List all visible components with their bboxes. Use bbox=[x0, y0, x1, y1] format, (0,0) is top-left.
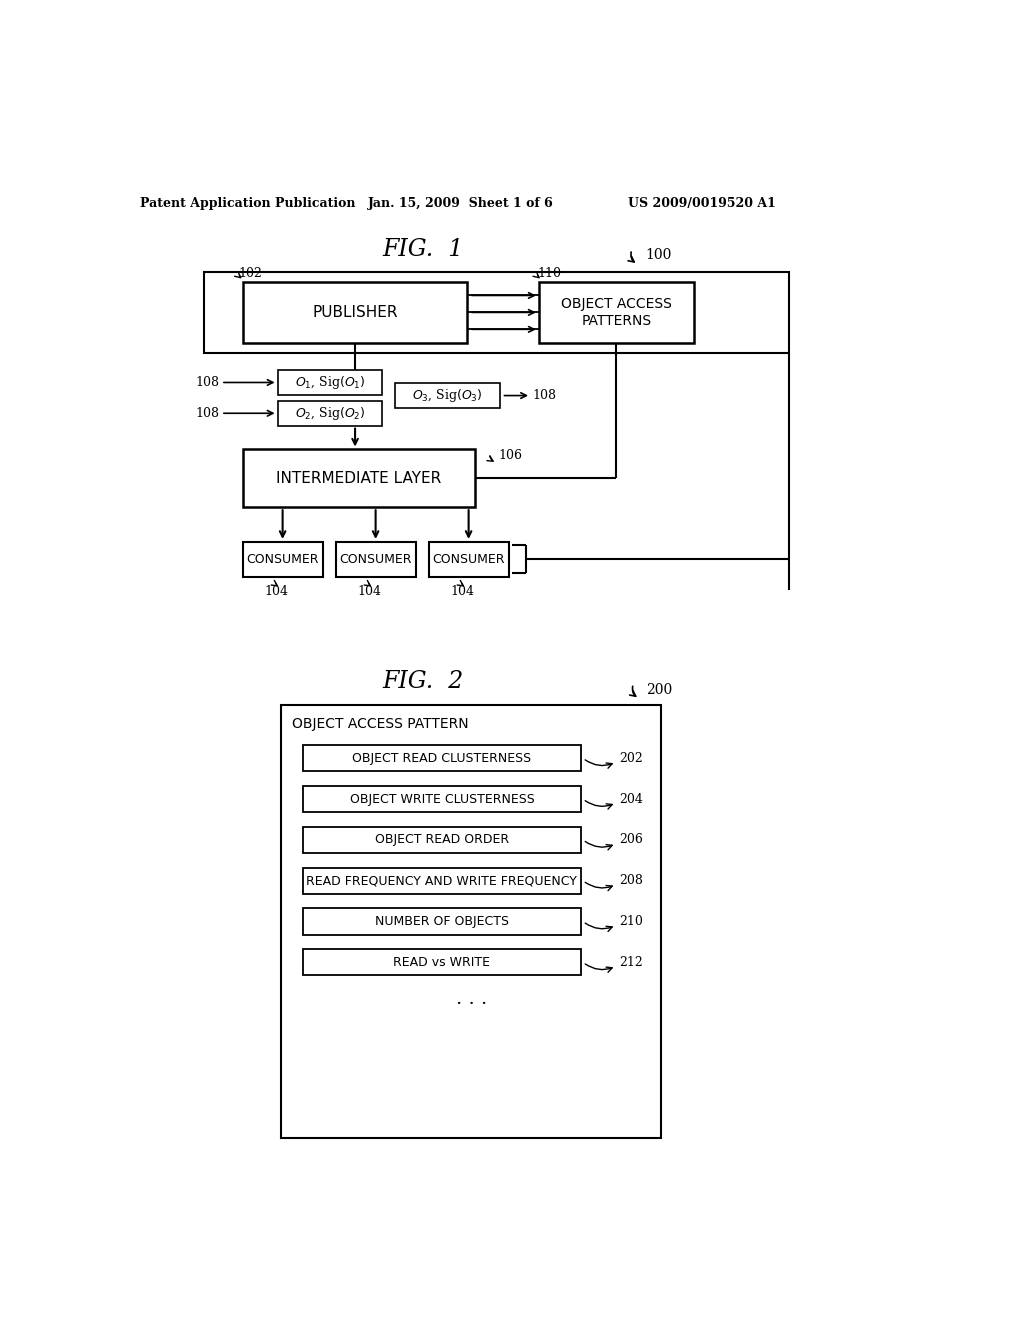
Text: 212: 212 bbox=[620, 956, 643, 969]
Text: $O_3$, Sig$(O_3)$: $O_3$, Sig$(O_3)$ bbox=[413, 387, 483, 404]
Bar bbox=[204, 272, 790, 354]
Text: FIG.  1: FIG. 1 bbox=[382, 238, 463, 261]
Text: 110: 110 bbox=[538, 268, 561, 280]
Bar bbox=[303, 744, 581, 771]
Text: US 2009/0019520 A1: US 2009/0019520 A1 bbox=[628, 197, 775, 210]
Bar bbox=[303, 867, 581, 894]
Text: $O_2$, Sig$(O_2)$: $O_2$, Sig$(O_2)$ bbox=[295, 405, 366, 422]
Text: FIG.  2: FIG. 2 bbox=[382, 671, 463, 693]
Text: 206: 206 bbox=[620, 833, 643, 846]
Text: CONSUMER: CONSUMER bbox=[432, 553, 505, 566]
Text: . . .: . . . bbox=[456, 990, 487, 1008]
Text: 200: 200 bbox=[646, 682, 672, 697]
Text: INTERMEDIATE LAYER: INTERMEDIATE LAYER bbox=[276, 471, 441, 486]
Bar bbox=[336, 541, 416, 577]
Text: PUBLISHER: PUBLISHER bbox=[312, 305, 398, 319]
Bar bbox=[243, 449, 475, 507]
Text: 104: 104 bbox=[357, 585, 381, 598]
Bar bbox=[429, 541, 509, 577]
Bar bbox=[243, 281, 467, 343]
Text: 204: 204 bbox=[620, 792, 643, 805]
Text: CONSUMER: CONSUMER bbox=[247, 553, 318, 566]
Bar bbox=[278, 370, 382, 395]
Text: 202: 202 bbox=[620, 751, 643, 764]
Text: 100: 100 bbox=[646, 248, 672, 263]
Text: OBJECT READ ORDER: OBJECT READ ORDER bbox=[375, 833, 509, 846]
Text: OBJECT WRITE CLUSTERNESS: OBJECT WRITE CLUSTERNESS bbox=[349, 792, 535, 805]
Bar bbox=[282, 705, 662, 1138]
Text: Patent Application Publication: Patent Application Publication bbox=[140, 197, 356, 210]
Text: 106: 106 bbox=[499, 449, 522, 462]
Bar bbox=[303, 826, 581, 853]
Bar bbox=[395, 383, 500, 408]
Text: 208: 208 bbox=[620, 874, 643, 887]
Text: 104: 104 bbox=[264, 585, 289, 598]
Bar bbox=[303, 785, 581, 812]
Bar bbox=[539, 281, 693, 343]
Text: 102: 102 bbox=[239, 268, 263, 280]
Text: CONSUMER: CONSUMER bbox=[339, 553, 412, 566]
Bar bbox=[303, 949, 581, 975]
Text: 210: 210 bbox=[620, 915, 643, 928]
Text: 108: 108 bbox=[196, 376, 219, 389]
Text: READ FREQUENCY AND WRITE FREQUENCY: READ FREQUENCY AND WRITE FREQUENCY bbox=[306, 874, 578, 887]
Text: 108: 108 bbox=[196, 407, 219, 420]
Text: OBJECT ACCESS
PATTERNS: OBJECT ACCESS PATTERNS bbox=[561, 297, 672, 327]
Text: 104: 104 bbox=[451, 585, 474, 598]
Text: OBJECT ACCESS PATTERN: OBJECT ACCESS PATTERN bbox=[292, 717, 469, 730]
Bar bbox=[243, 541, 323, 577]
Bar bbox=[278, 401, 382, 425]
Text: OBJECT READ CLUSTERNESS: OBJECT READ CLUSTERNESS bbox=[352, 751, 531, 764]
Text: NUMBER OF OBJECTS: NUMBER OF OBJECTS bbox=[375, 915, 509, 928]
Bar bbox=[303, 908, 581, 935]
Text: READ vs WRITE: READ vs WRITE bbox=[393, 956, 490, 969]
Text: Jan. 15, 2009  Sheet 1 of 6: Jan. 15, 2009 Sheet 1 of 6 bbox=[369, 197, 554, 210]
Text: 108: 108 bbox=[532, 389, 557, 403]
Text: $O_1$, Sig$(O_1)$: $O_1$, Sig$(O_1)$ bbox=[295, 374, 366, 391]
